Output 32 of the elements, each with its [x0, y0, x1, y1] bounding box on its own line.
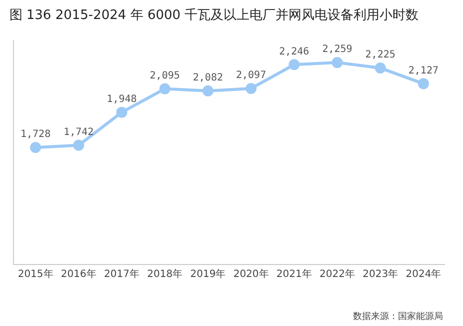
data-label: 2,095 — [150, 70, 180, 82]
x-tick-label: 2020年 — [233, 268, 269, 280]
data-label: 2,127 — [408, 65, 439, 76]
point — [418, 78, 429, 90]
point — [288, 59, 300, 70]
source-note: 数据来源：国家能源局 — [353, 311, 443, 322]
data-label: 1,742 — [64, 126, 94, 138]
point — [332, 57, 343, 68]
data-label: 2,246 — [279, 46, 310, 58]
point — [202, 85, 214, 96]
x-tick-label: 2018年 — [147, 268, 183, 280]
x-tick-label: 2023年 — [362, 268, 398, 280]
data-label: 2,082 — [192, 72, 224, 84]
x-tick-label: 2021年 — [276, 268, 312, 280]
point — [246, 82, 257, 94]
point — [73, 140, 84, 151]
point — [30, 142, 42, 154]
data-label: 2,097 — [236, 70, 266, 82]
x-tick-label: 2019年 — [190, 268, 226, 280]
x-tick-label: 2015年 — [18, 268, 54, 280]
data-label: 1,948 — [106, 94, 137, 105]
point — [374, 62, 386, 74]
x-tick-label: 2016年 — [60, 268, 96, 280]
point — [116, 106, 128, 118]
point — [159, 83, 170, 94]
data-label: 1,728 — [20, 129, 51, 140]
x-tick-label: 2022年 — [320, 268, 355, 280]
data-label: 2,259 — [322, 44, 352, 56]
x-tick-label: 2024年 — [406, 268, 442, 280]
x-tick-label: 2017年 — [104, 268, 140, 280]
chart-title: 图 136 2015-2024 年 6000 千瓦及以上电厂并网风电设备利用小时数 — [9, 8, 419, 23]
data-label: 2,225 — [365, 50, 396, 61]
